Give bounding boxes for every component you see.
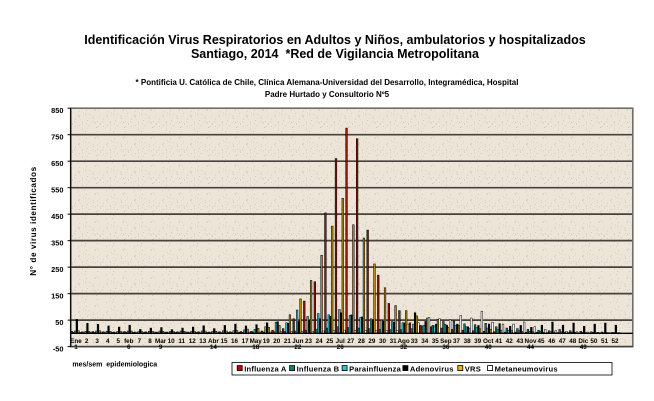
- svg-text:550: 550: [51, 186, 63, 195]
- svg-text:44: 44: [527, 344, 535, 351]
- svg-text:Mar: Mar: [155, 338, 167, 345]
- svg-text:47: 47: [559, 338, 567, 345]
- svg-text:350: 350: [51, 239, 63, 248]
- svg-text:Sep: Sep: [440, 338, 452, 345]
- svg-text:17: 17: [242, 338, 250, 345]
- svg-text:2: 2: [85, 338, 89, 345]
- svg-text:38: 38: [464, 338, 472, 345]
- svg-text:19: 19: [263, 338, 271, 345]
- svg-text:Jul: Jul: [336, 338, 345, 345]
- svg-text:Ene: Ene: [70, 338, 82, 345]
- svg-text:Ago: Ago: [397, 338, 409, 345]
- svg-text:49: 49: [580, 344, 588, 351]
- svg-text:VRS: VRS: [465, 365, 481, 374]
- svg-text:29: 29: [368, 338, 376, 345]
- svg-text:150: 150: [51, 292, 63, 301]
- svg-text:May: May: [250, 338, 263, 345]
- svg-text:450: 450: [51, 212, 63, 221]
- svg-text:15: 15: [220, 338, 228, 345]
- svg-text:16: 16: [231, 338, 239, 345]
- svg-text:Influenza A: Influenza A: [244, 365, 287, 374]
- svg-text:21: 21: [284, 338, 292, 345]
- svg-text:30: 30: [379, 338, 387, 345]
- svg-text:23: 23: [305, 338, 313, 345]
- svg-text:N° de virus identificados: N° de virus identificados: [29, 166, 38, 275]
- svg-text:Metaneumovirus: Metaneumovirus: [495, 365, 558, 374]
- svg-text:250: 250: [51, 265, 63, 274]
- svg-text:feb: feb: [124, 338, 134, 345]
- svg-text:45: 45: [537, 338, 545, 345]
- svg-text:650: 650: [51, 159, 63, 168]
- svg-text:9: 9: [159, 344, 163, 351]
- svg-text:11: 11: [178, 338, 185, 345]
- svg-text:41: 41: [495, 338, 503, 345]
- svg-text:35: 35: [432, 338, 440, 345]
- svg-text:Dic: Dic: [578, 338, 588, 345]
- svg-text:Jun: Jun: [292, 338, 303, 345]
- svg-text:22: 22: [294, 344, 302, 351]
- svg-text:850: 850: [51, 106, 63, 115]
- svg-text:37: 37: [453, 338, 461, 345]
- svg-text:39: 39: [474, 338, 482, 345]
- svg-text:1: 1: [74, 344, 78, 351]
- svg-text:7: 7: [138, 338, 142, 345]
- svg-text:40: 40: [485, 344, 493, 351]
- svg-text:4: 4: [106, 338, 110, 345]
- svg-text:50: 50: [55, 318, 63, 327]
- svg-text:48: 48: [569, 338, 577, 345]
- svg-text:28: 28: [358, 338, 366, 345]
- svg-text:-50: -50: [53, 345, 64, 354]
- svg-text:3: 3: [95, 338, 99, 345]
- svg-text:750: 750: [51, 133, 63, 142]
- svg-text:Influenza B: Influenza B: [297, 365, 340, 374]
- svg-text:14: 14: [210, 344, 218, 351]
- svg-text:12: 12: [189, 338, 197, 345]
- svg-text:43: 43: [516, 338, 524, 345]
- svg-text:27: 27: [347, 338, 355, 345]
- svg-text:34: 34: [421, 338, 429, 345]
- svg-text:Parainfluenza: Parainfluenza: [349, 365, 402, 374]
- svg-text:18: 18: [252, 344, 260, 351]
- svg-text:50: 50: [590, 338, 598, 345]
- svg-text:32: 32: [400, 344, 408, 351]
- svg-text:46: 46: [548, 338, 556, 345]
- svg-text:52: 52: [611, 338, 619, 345]
- svg-text:24: 24: [316, 338, 324, 345]
- svg-text:20: 20: [273, 338, 281, 345]
- svg-text:5: 5: [117, 338, 121, 345]
- svg-text:6: 6: [127, 344, 131, 351]
- svg-text:25: 25: [326, 338, 334, 345]
- svg-text:Nov: Nov: [525, 338, 537, 345]
- svg-text:51: 51: [601, 338, 609, 345]
- svg-text:42: 42: [506, 338, 514, 345]
- svg-text:26: 26: [337, 344, 345, 351]
- svg-text:13: 13: [199, 338, 207, 345]
- svg-text:mes/sem epidemiologica: mes/sem epidemiologica: [72, 362, 157, 369]
- svg-text:10: 10: [168, 338, 176, 345]
- svg-text:31: 31: [390, 338, 398, 345]
- svg-text:33: 33: [411, 338, 419, 345]
- svg-text:Oct: Oct: [483, 338, 494, 345]
- svg-text:Abr: Abr: [208, 338, 219, 345]
- svg-text:Adenovirus: Adenovirus: [410, 365, 454, 374]
- svg-text:8: 8: [148, 338, 152, 345]
- svg-text:36: 36: [442, 344, 450, 351]
